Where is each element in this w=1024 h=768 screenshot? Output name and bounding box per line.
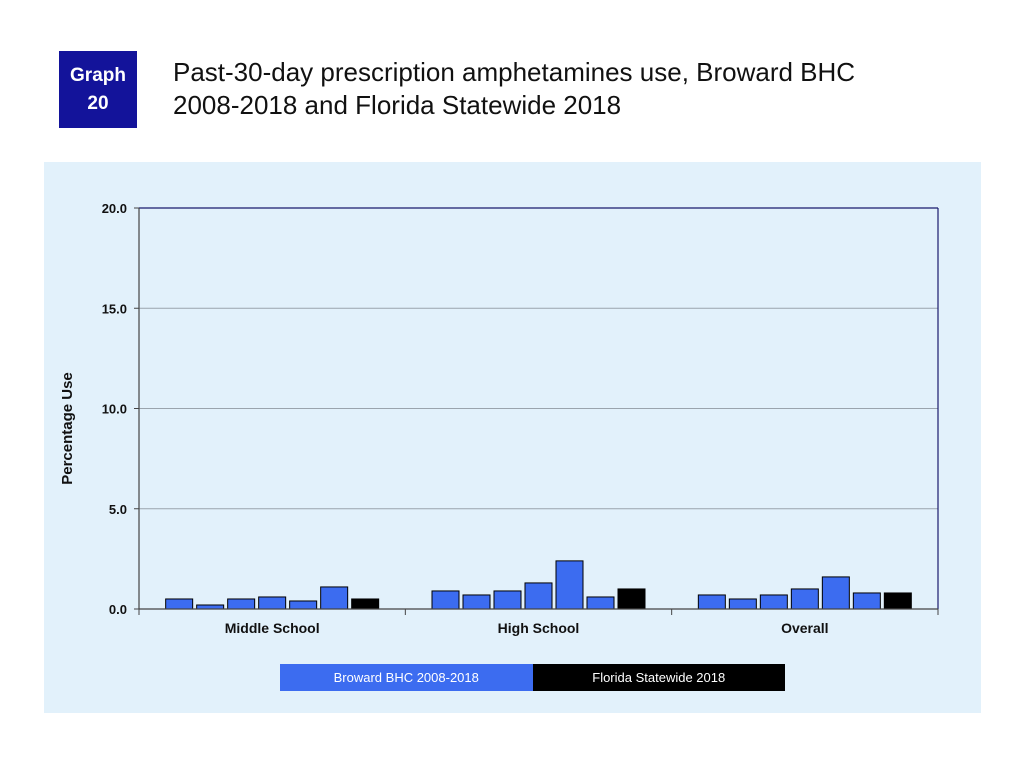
legend-item-broward: Broward BHC 2008-2018 xyxy=(280,664,533,691)
graph-number-badge: Graph 20 xyxy=(59,51,137,128)
y-tick-label: 20.0 xyxy=(102,201,127,216)
bar-broward-middle-school xyxy=(165,598,194,610)
bar-broward-high-school xyxy=(555,560,584,610)
legend-label-broward: Broward BHC 2008-2018 xyxy=(333,670,479,685)
bar-broward-overall xyxy=(821,576,850,610)
chart-legend: Broward BHC 2008-2018 Florida Statewide … xyxy=(280,664,785,691)
badge-number: 20 xyxy=(87,92,109,114)
y-tick-label: 10.0 xyxy=(102,402,127,417)
page-title-line-1: Past-30-day prescription amphetamines us… xyxy=(173,57,856,87)
bar-broward-high-school xyxy=(462,594,491,610)
badge-label: Graph xyxy=(70,64,126,86)
bar-broward-overall xyxy=(728,598,757,610)
y-axis-title: Percentage Use xyxy=(59,372,76,485)
legend-label-florida: Florida Statewide 2018 xyxy=(592,670,726,685)
bar-broward-high-school xyxy=(431,590,460,610)
bar-broward-overall xyxy=(790,588,819,610)
y-tick-label: 0.0 xyxy=(109,602,127,617)
page-title: Past-30-day prescription amphetamines us… xyxy=(173,56,973,122)
legend-item-florida: Florida Statewide 2018 xyxy=(532,664,785,691)
bar-broward-middle-school xyxy=(289,600,318,610)
bar-florida-high-school xyxy=(617,588,646,610)
bar-broward-middle-school xyxy=(258,596,287,610)
x-category-label: High School xyxy=(498,620,580,636)
bar-broward-high-school xyxy=(493,590,522,610)
bar-broward-high-school xyxy=(586,596,615,610)
bar-broward-high-school xyxy=(524,582,553,610)
bar-broward-middle-school xyxy=(320,586,349,610)
bar-broward-overall xyxy=(852,592,881,610)
y-tick-label: 15.0 xyxy=(102,301,127,316)
bar-chart: 0.0 5.0 10.0 15.0 20.0 Middle School High Scho… xyxy=(59,201,939,636)
bar-broward-overall xyxy=(697,594,726,610)
bar-florida-middle-school xyxy=(351,598,380,610)
page-title-line-2: 2008-2018 and Florida Statewide 2018 xyxy=(173,90,622,120)
x-category-label: Middle School xyxy=(225,620,320,636)
bar-broward-overall xyxy=(759,594,788,610)
chart-panel: 0.0 5.0 10.0 15.0 20.0 Middle School High Scho… xyxy=(44,162,981,713)
x-category-label: Overall xyxy=(781,620,828,636)
bar-broward-middle-school xyxy=(227,598,256,610)
y-tick-label: 5.0 xyxy=(109,502,127,517)
bar-florida-overall xyxy=(883,592,912,610)
bar-broward-middle-school xyxy=(196,604,225,610)
